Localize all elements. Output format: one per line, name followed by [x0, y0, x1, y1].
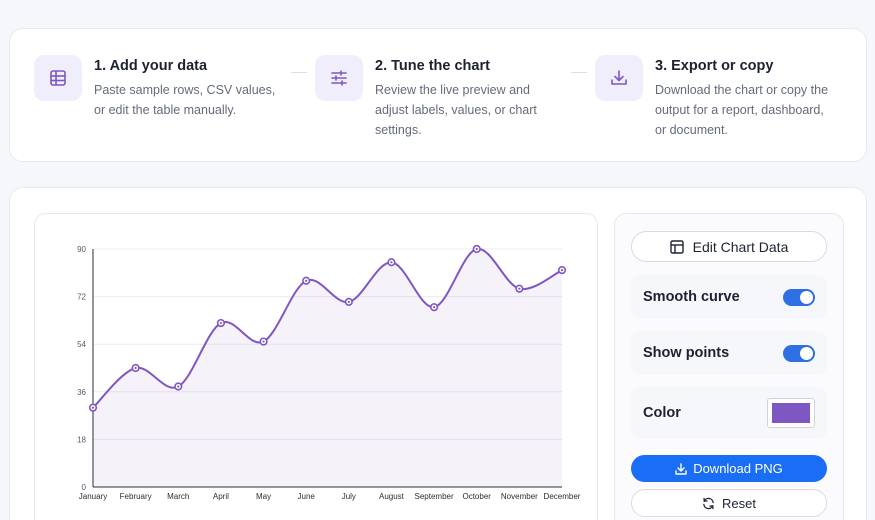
x-tick-label: April: [213, 492, 229, 501]
color-label: Color: [643, 405, 681, 421]
data-point-dot: [219, 321, 223, 325]
y-tick-label: 36: [77, 388, 86, 397]
data-point-dot: [262, 340, 265, 343]
data-point-dot: [134, 366, 137, 370]
main-card: 0 18 36 54 72 90 January February March April May J…: [9, 187, 867, 520]
data-point-dot: [305, 279, 308, 282]
show-points-row: Show points: [631, 331, 827, 375]
step-tune-chart: 2. Tune the chart Review the live previe…: [315, 55, 537, 140]
y-tick-label: 18: [77, 435, 86, 444]
line-chart: 0 18 36 54 72 90 January February March April May J…: [77, 244, 581, 501]
table-icon: [669, 239, 684, 254]
edit-chart-data-button[interactable]: Edit Chart Data: [631, 231, 827, 262]
table-icon: [34, 55, 82, 101]
color-swatch: [772, 403, 810, 423]
x-tick-label: May: [256, 492, 271, 501]
x-tick-label: October: [462, 492, 491, 501]
step-description: Paste sample rows, CSV values, or edit t…: [94, 83, 276, 117]
smooth-curve-row: Smooth curve: [631, 275, 827, 319]
step-add-data: 1. Add your data Paste sample rows, CSV …: [34, 55, 275, 120]
y-tick-label: 90: [77, 245, 86, 254]
reset-label: Reset: [722, 495, 756, 511]
data-point-dot: [347, 300, 350, 303]
download-png-label: Download PNG: [693, 461, 783, 476]
chart-controls: Edit Chart Data Smooth curve Show points…: [614, 213, 844, 520]
y-tick-label: 72: [77, 293, 86, 302]
color-picker[interactable]: [767, 398, 815, 428]
smooth-curve-label: Smooth curve: [643, 289, 740, 305]
step-title: 2. Tune the chart: [375, 58, 490, 74]
x-tick-label: January: [79, 492, 107, 501]
x-tick-label: November: [501, 492, 538, 501]
y-tick-label: 0: [82, 483, 87, 492]
x-tick-label: December: [544, 492, 581, 501]
data-point-dot: [432, 306, 436, 309]
show-points-toggle[interactable]: [783, 344, 815, 362]
download-png-button[interactable]: Download PNG: [631, 455, 827, 482]
x-tick-label: March: [167, 492, 189, 501]
color-row: Color: [631, 387, 827, 439]
data-point-dot: [390, 261, 393, 264]
download-icon: [675, 462, 687, 475]
sliders-icon: [315, 55, 363, 101]
step-divider: [291, 72, 307, 73]
series-area: [93, 248, 562, 487]
chart-panel: 0 18 36 54 72 90 January February March April May J…: [34, 213, 598, 520]
smooth-curve-toggle[interactable]: [783, 288, 815, 306]
data-point-dot: [91, 406, 95, 409]
data-point-dot: [518, 287, 521, 290]
x-tick-label: July: [342, 492, 356, 501]
step-export: 3. Export or copy Download the chart or …: [595, 55, 828, 140]
download-icon: [595, 55, 643, 101]
step-divider: [571, 72, 587, 73]
data-point-dot: [560, 269, 564, 272]
refresh-icon: [703, 497, 714, 509]
x-tick-label: September: [415, 492, 454, 501]
y-tick-label: 54: [77, 340, 86, 349]
x-tick-label: June: [298, 492, 316, 501]
step-title: 3. Export or copy: [655, 58, 774, 74]
step-description: Review the live preview and adjust label…: [375, 83, 537, 137]
edit-chart-data-label: Edit Chart Data: [692, 238, 789, 255]
x-tick-label: February: [120, 492, 152, 501]
data-point-dot: [475, 247, 478, 251]
step-description: Download the chart or copy the output fo…: [655, 83, 829, 137]
show-points-label: Show points: [643, 345, 730, 361]
data-point-dot: [177, 385, 180, 388]
steps-card: 1. Add your data Paste sample rows, CSV …: [9, 28, 867, 162]
step-title: 1. Add your data: [94, 58, 208, 74]
reset-button[interactable]: Reset: [631, 489, 827, 517]
x-tick-label: August: [379, 492, 405, 501]
